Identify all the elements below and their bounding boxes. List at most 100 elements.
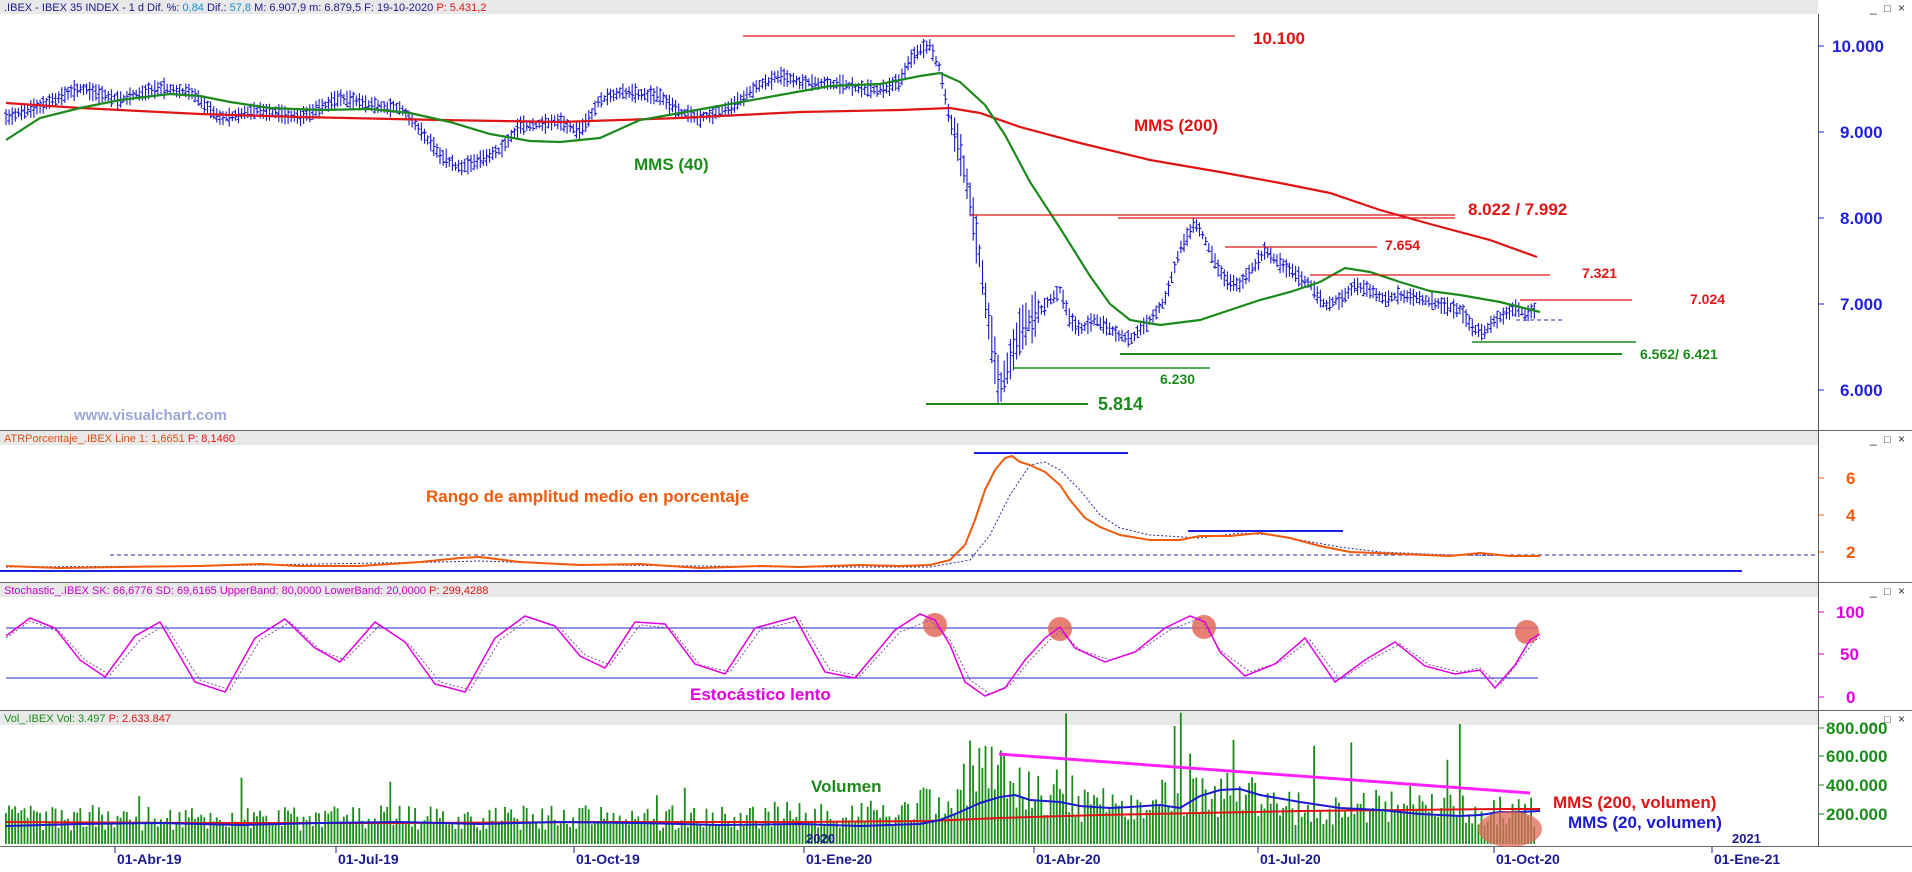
volume-bar	[888, 816, 891, 844]
price-bar	[462, 158, 467, 173]
price-bar	[887, 77, 892, 96]
volume-bar	[969, 740, 971, 844]
minimize-icon[interactable]: _	[1869, 584, 1877, 598]
volume-bar	[953, 813, 956, 844]
price-bar	[1389, 292, 1394, 302]
volume-bar	[1300, 816, 1303, 844]
minimize-icon[interactable]: _	[1869, 432, 1877, 446]
volume-bar	[1235, 801, 1238, 844]
volume-bar	[36, 811, 38, 844]
price-bar	[620, 83, 625, 100]
volume-bar	[355, 824, 358, 844]
volume-bar	[829, 818, 832, 844]
volume-bar	[510, 809, 513, 844]
volume-bar	[1341, 817, 1343, 844]
volume-bar	[659, 830, 661, 844]
close-icon[interactable]: ×	[1898, 1, 1905, 15]
volume-bar	[879, 818, 881, 844]
price-bar	[748, 85, 752, 98]
volume-bar	[479, 830, 482, 844]
maximize-icon[interactable]: □	[1884, 714, 1891, 726]
price-bar	[633, 83, 638, 104]
price-bar	[456, 159, 461, 173]
atr-title: ATRPorcentaje_.IBEX Line 1: 1,6651 P: 8,…	[4, 433, 235, 445]
volume-bar	[1176, 793, 1179, 844]
price-bar	[800, 74, 805, 90]
price-bar	[1160, 298, 1165, 309]
volume-bar	[705, 808, 708, 844]
volume-bar	[1031, 807, 1033, 844]
stoch-window-controls[interactable]: _ □ ×	[1869, 584, 1905, 598]
volume-bar	[1465, 822, 1467, 844]
price-bar	[996, 354, 1000, 403]
price-bar	[574, 121, 579, 139]
price-bar	[1067, 308, 1072, 328]
volume-bar	[975, 791, 978, 844]
maximize-icon[interactable]: □	[1884, 3, 1891, 15]
atr-window-controls[interactable]: _ □ ×	[1869, 432, 1905, 446]
volume-bar	[98, 807, 100, 844]
volume-bar	[504, 806, 506, 844]
volume-bar	[299, 830, 302, 844]
close-icon[interactable]: ×	[1898, 584, 1905, 598]
maximize-icon[interactable]: □	[1884, 586, 1891, 598]
price-bar	[1048, 294, 1053, 305]
volume-bar	[246, 808, 249, 844]
price-bar	[1126, 329, 1131, 348]
volume-window-controls[interactable]: _ □ ×	[1869, 712, 1905, 726]
volume-bar	[290, 813, 292, 844]
volume-bar	[1226, 772, 1229, 844]
price-bar	[785, 70, 790, 87]
title-part: P: 5.431,2	[436, 2, 486, 14]
price-bar	[593, 100, 597, 117]
price-bar	[757, 80, 762, 92]
price-bar	[611, 89, 616, 102]
price-bar	[1327, 296, 1332, 312]
close-icon[interactable]: ×	[1898, 432, 1905, 446]
vol-tick-label: 400.000	[1826, 776, 1887, 795]
volume-bar	[491, 820, 494, 844]
price-bar	[921, 38, 926, 59]
volume-bar	[978, 747, 981, 844]
price-window-controls[interactable]: _ □ ×	[1869, 1, 1905, 15]
price-bar	[1154, 305, 1159, 320]
x-tick-label: 01-Oct-19	[576, 851, 640, 867]
volume-bar	[206, 828, 209, 844]
volume-bar	[950, 807, 953, 844]
volume-bar	[1034, 800, 1036, 844]
close-icon[interactable]: ×	[1898, 712, 1905, 726]
volume-title-bar: Vol_.IBEX Vol: 3.497 P: 2.633.847	[0, 711, 1818, 725]
price-bar	[1324, 299, 1329, 311]
volume-bar	[361, 820, 364, 844]
price-bar	[1290, 263, 1295, 279]
volume-bar	[1142, 818, 1145, 844]
volume-bar	[941, 817, 943, 844]
minimize-icon[interactable]: _	[1869, 712, 1877, 726]
price-bar	[1287, 262, 1292, 277]
volume-bar	[358, 808, 361, 844]
price-bar	[230, 111, 235, 122]
price-bar	[59, 87, 64, 106]
maximize-icon[interactable]: □	[1884, 434, 1891, 446]
price-bar	[1504, 306, 1509, 320]
price-bar	[177, 84, 182, 99]
price-bar	[1020, 304, 1025, 350]
price-bar	[75, 83, 80, 97]
stoch-peak-marker	[1515, 620, 1539, 644]
volume-bar	[615, 822, 618, 844]
minimize-icon[interactable]: _	[1869, 1, 1877, 15]
volume-bar	[1040, 795, 1043, 844]
title-part: 0,84	[183, 2, 204, 14]
volume-bar	[823, 824, 826, 844]
price-bar	[1268, 247, 1273, 264]
volume-bar	[67, 818, 69, 844]
volume-bar	[962, 763, 965, 844]
price-bar	[1433, 298, 1438, 310]
price-bar	[875, 84, 880, 97]
price-bar	[493, 144, 498, 159]
volume-bar	[1381, 811, 1384, 844]
volume-bar	[1083, 789, 1086, 844]
volume-bar	[550, 805, 553, 844]
vol-tick-label: 600.000	[1826, 747, 1887, 766]
